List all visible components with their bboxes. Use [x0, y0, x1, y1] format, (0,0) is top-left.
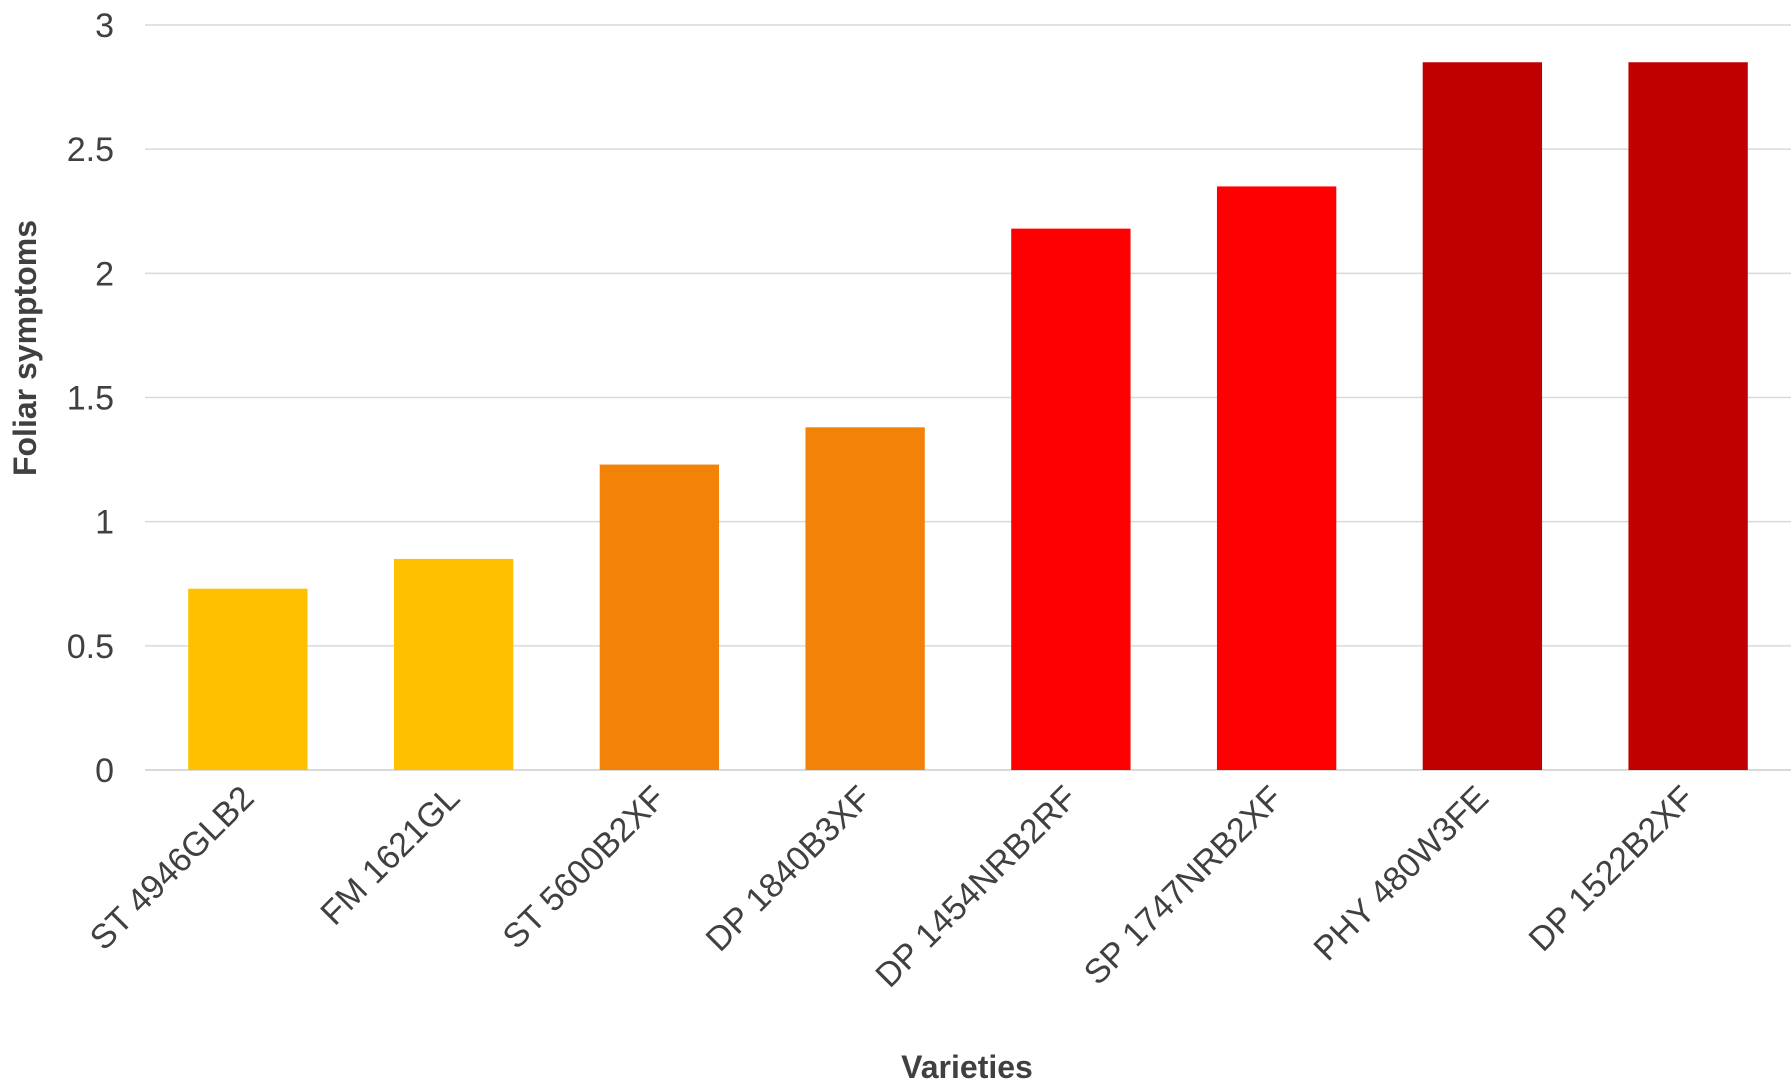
x-tick-label: SP 1747NRB2XF — [1077, 779, 1291, 993]
bars — [188, 62, 1748, 771]
bar — [599, 464, 720, 770]
bar — [393, 558, 514, 770]
x-axis-title: Varieties — [901, 1049, 1033, 1085]
y-tick-label: 1 — [95, 504, 114, 542]
bar — [188, 588, 308, 770]
y-tick-label: 2.5 — [67, 131, 114, 169]
x-tick-label: DP 1522B2XF — [1522, 779, 1702, 959]
x-tick-label: FM 1621GL — [313, 779, 467, 933]
y-tick-label: 1.5 — [67, 380, 114, 418]
bar — [1011, 228, 1131, 771]
bar — [805, 427, 925, 770]
y-tick-label: 0 — [95, 752, 114, 790]
y-axis-title: Foliar symptoms — [7, 220, 43, 476]
bar — [1422, 62, 1543, 770]
y-tick-label: 3 — [95, 7, 114, 45]
y-tick-label: 2 — [95, 255, 114, 293]
bar — [1628, 62, 1748, 770]
x-tick-label: DP 1454NRB2RF — [868, 779, 1084, 995]
gridlines — [145, 24, 1791, 771]
x-axis-ticks: ST 4946GLB2 FM 1621GL ST 5600B2XF DP 1840B3… — [83, 779, 1702, 995]
x-tick-label: ST 5600B2XF — [496, 779, 673, 956]
bar — [1216, 186, 1337, 770]
x-tick-label: ST 4946GLB2 — [83, 779, 262, 958]
y-tick-label: 0.5 — [67, 628, 114, 666]
x-tick-label: DP 1840B3XF — [699, 779, 879, 959]
y-axis-ticks: 0 0.5 1 1.5 2 2.5 3 — [67, 7, 114, 790]
x-tick-label: PHY 480W3FE — [1307, 779, 1496, 968]
